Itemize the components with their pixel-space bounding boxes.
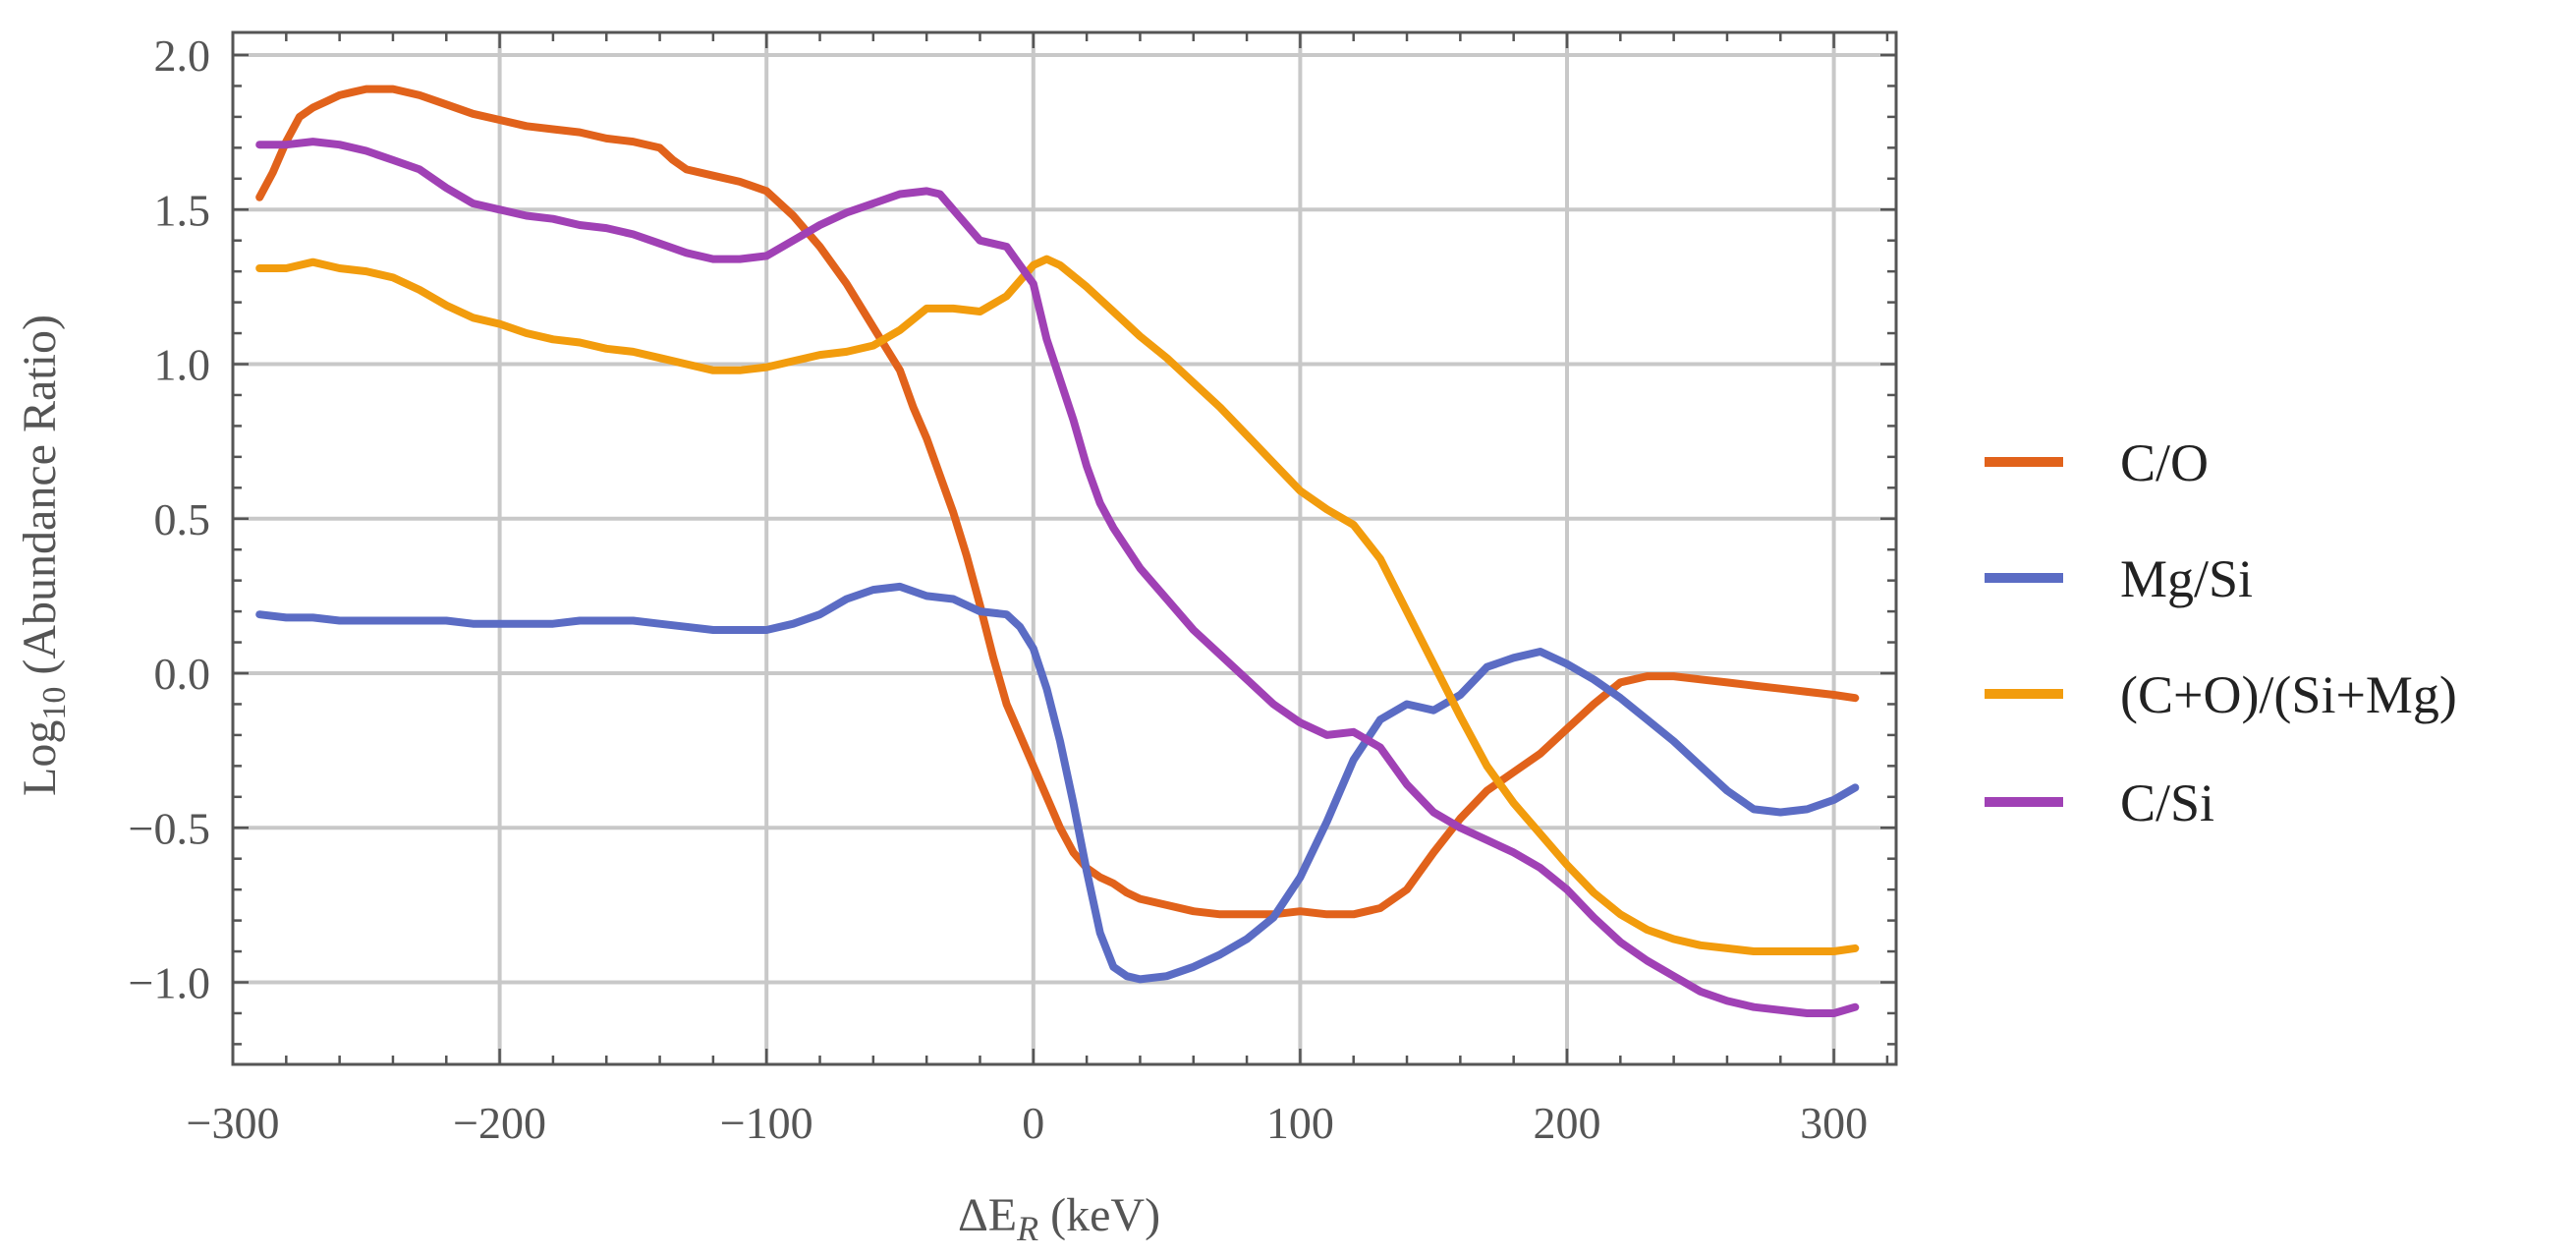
y-tick-labels: −1.0 −0.5 0.0 0.5 1.0 1.5 2.0 bbox=[129, 30, 210, 1008]
x-tick-label: 100 bbox=[1266, 1098, 1334, 1148]
x-axis-title: ΔER (keV) bbox=[958, 1189, 1160, 1248]
y-tick-label: 2.0 bbox=[154, 30, 211, 81]
series-line-2 bbox=[255, 255, 1860, 955]
legend-label-1: Mg/Si bbox=[2120, 549, 2253, 608]
y-tick-label: 0.5 bbox=[154, 494, 211, 544]
y-tick-label: −1.0 bbox=[129, 958, 210, 1008]
x-tick-labels: −300 −200 −100 0 100 200 300 bbox=[187, 1098, 1869, 1148]
legend-label-3: C/Si bbox=[2120, 773, 2214, 832]
legend-label-0: C/O bbox=[2120, 433, 2209, 492]
y-axis-title: Log10 (Abundance Ratio) bbox=[14, 314, 73, 796]
y-tick-label: 1.0 bbox=[154, 340, 211, 390]
x-tick-label: 300 bbox=[1800, 1098, 1868, 1148]
y-axis-title-main: Log bbox=[14, 720, 66, 796]
legend: C/O Mg/Si (C+O)/(Si+Mg) C/Si bbox=[1985, 433, 2457, 832]
x-tick-label: 200 bbox=[1534, 1098, 1601, 1148]
x-tick-label: 0 bbox=[1022, 1098, 1044, 1148]
legend-label-2: (C+O)/(Si+Mg) bbox=[2120, 665, 2457, 724]
series-line-1 bbox=[255, 582, 1860, 984]
y-tick-label: 1.5 bbox=[154, 185, 211, 235]
y-axis-title-rest: (Abundance Ratio) bbox=[14, 314, 66, 687]
x-tick-label: −100 bbox=[720, 1098, 813, 1148]
series-line-3 bbox=[255, 138, 1860, 1017]
series-line-0 bbox=[255, 85, 1860, 919]
x-tick-label: −200 bbox=[453, 1098, 546, 1148]
series-group bbox=[255, 85, 1860, 1017]
axis-ticks bbox=[231, 32, 1896, 1064]
x-axis-title-main: ΔE bbox=[958, 1189, 1017, 1241]
y-tick-label: −0.5 bbox=[129, 803, 210, 853]
y-tick-label: 0.0 bbox=[154, 649, 211, 699]
y-axis-title-sub: 10 bbox=[36, 687, 73, 720]
x-axis-title-sub: R bbox=[1016, 1209, 1038, 1248]
x-tick-label: −300 bbox=[187, 1098, 280, 1148]
x-axis-title-unit: (keV) bbox=[1038, 1189, 1160, 1241]
